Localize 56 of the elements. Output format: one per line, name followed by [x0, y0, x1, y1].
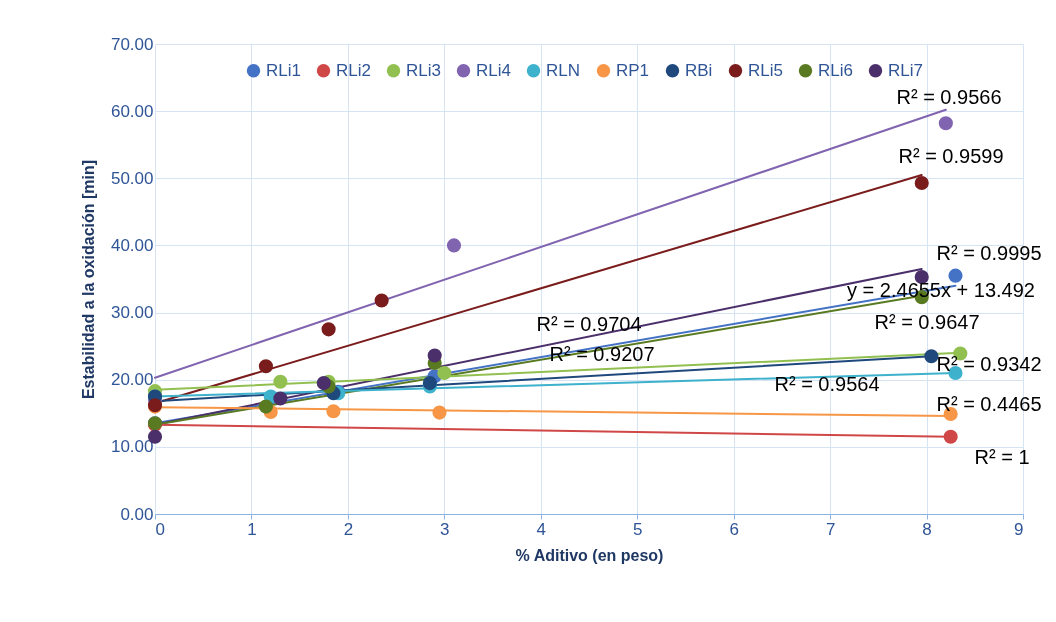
- point: [326, 404, 341, 419]
- legend-label: RP1: [616, 60, 650, 80]
- y-tick-label: 50.00: [110, 168, 154, 188]
- y-tick-label: 60.00: [110, 101, 154, 121]
- x-axis-title: % Aditivo (en peso): [515, 546, 664, 564]
- annotation: R² = 0.9566: [896, 86, 1002, 108]
- annotation: R² = 0.9647: [874, 311, 980, 333]
- point: [321, 322, 336, 337]
- y-tick-label: 40.00: [110, 235, 154, 255]
- point: [374, 293, 389, 308]
- point: [258, 399, 273, 414]
- point: [914, 175, 929, 191]
- annotation: R² = 0.9995: [936, 242, 1042, 264]
- point: [943, 429, 958, 444]
- point: [258, 359, 273, 374]
- point: [316, 376, 331, 391]
- x-tick-label: 1: [247, 519, 257, 539]
- legend-label: RLN: [546, 60, 581, 80]
- point: [273, 374, 288, 389]
- point: [938, 116, 953, 131]
- legend-label: RLi3: [406, 60, 441, 80]
- y-tick-label: 30.00: [110, 303, 154, 323]
- x-tick-label: 8: [922, 519, 932, 539]
- point: [948, 268, 963, 283]
- point: [446, 238, 462, 253]
- annotation: R² = 0.9564: [774, 373, 880, 395]
- point: [437, 365, 452, 381]
- legend-label: RLi7: [888, 60, 923, 80]
- x-tick-label: 6: [729, 519, 739, 539]
- annotation: R² = 0.9342: [936, 353, 1042, 375]
- point: [273, 391, 288, 406]
- x-tick-label: 9: [1014, 519, 1024, 539]
- y-tick-label: 70.00: [110, 34, 154, 54]
- x-tick-label: 0: [155, 519, 165, 539]
- legend-label: RBi: [685, 60, 713, 80]
- annotation: R² = 1: [974, 446, 1030, 468]
- point: [924, 349, 939, 364]
- y-axis-title: Estabilidad a la oxidación [min]: [79, 159, 97, 400]
- point: [427, 348, 442, 363]
- y-tick-label: 0.00: [120, 504, 154, 524]
- y-tick-label: 10.00: [110, 437, 154, 457]
- x-tick-label: 4: [536, 519, 547, 539]
- annotation: R² = 0.9704: [536, 313, 642, 335]
- legend-label: RLi1: [266, 60, 301, 80]
- x-tick-label: 7: [825, 519, 836, 539]
- legend-label: RLi5: [748, 60, 783, 80]
- legend-label: RLi4: [476, 60, 511, 80]
- legend-label: RLi6: [818, 60, 853, 80]
- x-tick-label: 2: [343, 519, 354, 539]
- legend-label: RLi2: [336, 60, 371, 80]
- y-tick-label: 20.00: [110, 370, 154, 390]
- annotation: R² = 0.9599: [898, 145, 1004, 167]
- annotation: R² = 0.4465: [936, 393, 1042, 415]
- point: [432, 405, 447, 420]
- x-tick-label: 3: [440, 519, 450, 539]
- x-tick-label: 5: [632, 519, 643, 539]
